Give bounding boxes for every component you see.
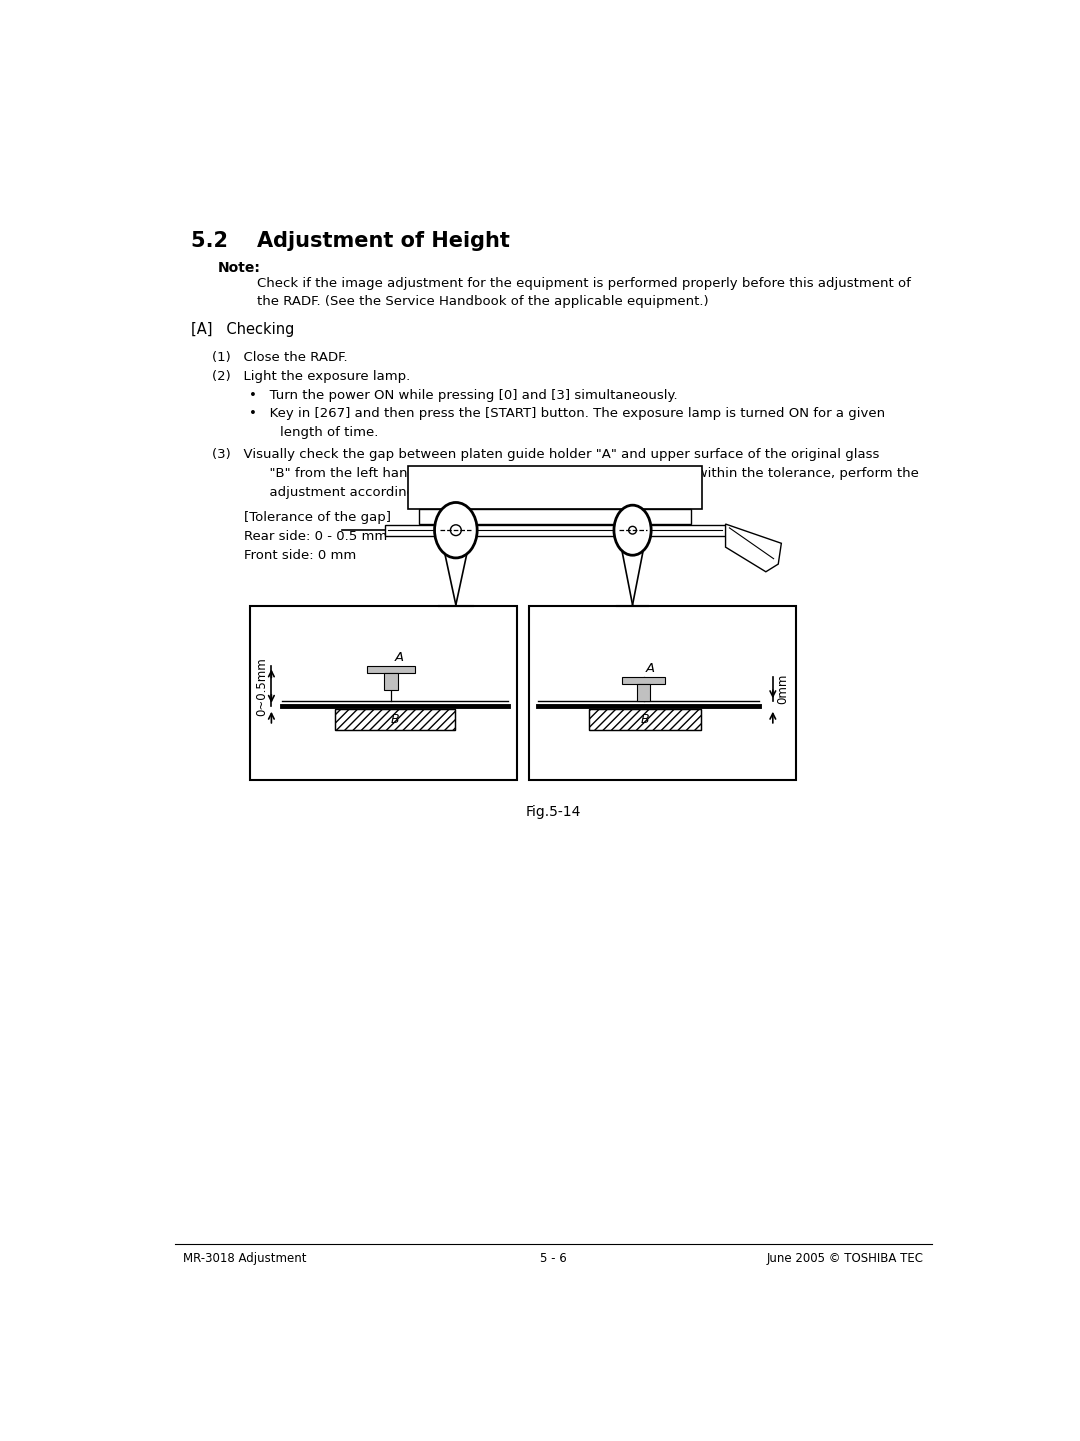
Bar [384,525,726,536]
Text: (3)   Visually check the gap between platen guide holder "A" and upper surface o: (3) Visually check the gap between plate… [213,448,880,461]
Bar [637,684,650,702]
Text: Rear side: 0 - 0.5 mm: Rear side: 0 - 0.5 mm [243,530,387,543]
Bar [249,607,517,781]
Text: "B" from the left hand side of the equipment. If the value is not within the tol: "B" from the left hand side of the equip… [243,467,918,480]
Text: 0mm: 0mm [777,674,789,705]
Text: the RADF. (See the Service Handbook of the applicable equipment.): the RADF. (See the Service Handbook of t… [257,294,708,307]
Bar [622,677,665,684]
Text: [A]   Checking: [A] Checking [191,321,294,337]
Bar [589,709,701,731]
Text: [Tolerance of the gap]: [Tolerance of the gap] [243,512,391,525]
Text: •   Key in [267] and then press the [START] button. The exposure lamp is turned : • Key in [267] and then press the [START… [248,408,885,421]
Bar [529,607,796,781]
Text: (2)   Light the exposure lamp.: (2) Light the exposure lamp. [213,370,410,383]
Text: Front side: 0 mm: Front side: 0 mm [243,549,355,562]
Text: B: B [640,713,649,726]
Text: B: B [391,713,400,726]
Text: June 2005 © TOSHIBA TEC: June 2005 © TOSHIBA TEC [767,1252,924,1265]
Ellipse shape [434,503,477,558]
Text: Note:: Note: [218,261,260,275]
Text: A: A [394,651,404,664]
Text: A: A [646,661,654,674]
Bar [589,709,701,731]
Text: 5.2    Adjustment of Height: 5.2 Adjustment of Height [191,232,510,251]
Text: length of time.: length of time. [280,427,378,440]
Text: Fig.5-14: Fig.5-14 [526,806,581,818]
Bar [408,467,702,509]
Bar [384,673,399,690]
Text: adjustment according to the following procedure.: adjustment according to the following pr… [243,486,599,499]
Ellipse shape [613,506,651,555]
Text: •   Turn the power ON while pressing [0] and [3] simultaneously.: • Turn the power ON while pressing [0] a… [248,389,677,402]
Text: 0~0.5mm: 0~0.5mm [255,657,268,716]
Text: 5 - 6: 5 - 6 [540,1252,567,1265]
Bar [335,709,456,731]
Ellipse shape [629,526,636,535]
Bar [419,509,691,525]
Bar [367,667,416,673]
Text: MR-3018 Adjustment: MR-3018 Adjustment [183,1252,307,1265]
Bar [335,709,456,731]
Ellipse shape [450,525,461,536]
Text: Check if the image adjustment for the equipment is performed properly before thi: Check if the image adjustment for the eq… [257,277,910,290]
Polygon shape [726,525,781,572]
Text: (1)   Close the RADF.: (1) Close the RADF. [213,350,348,363]
